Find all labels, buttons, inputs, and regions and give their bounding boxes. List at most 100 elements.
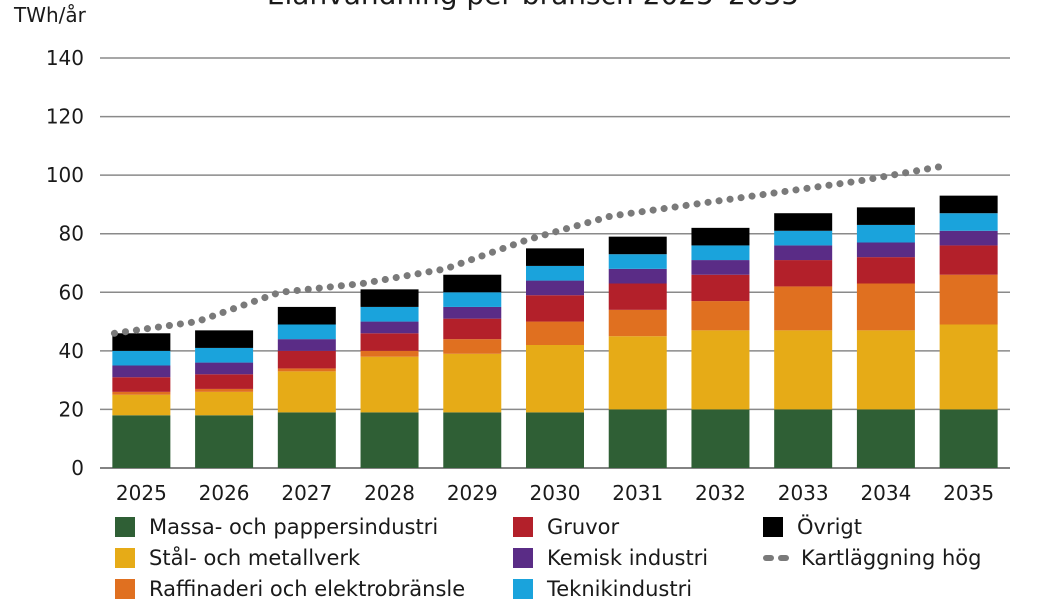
bar-segment	[112, 395, 170, 416]
bar-segment	[195, 392, 253, 415]
bar-segment	[278, 371, 336, 412]
bar-segment	[195, 374, 253, 389]
bar-segment	[526, 412, 584, 468]
bar-segment	[278, 307, 336, 325]
bar-stack	[443, 275, 501, 468]
bar-segment	[278, 339, 336, 351]
x-tick-label: 2028	[364, 481, 415, 505]
bar-segment	[112, 415, 170, 468]
y-axis-ticks: 0 20 40 60 80 100 120 140	[46, 46, 84, 480]
bar-segment	[361, 351, 419, 357]
bar-segment	[857, 225, 915, 243]
bar-segment	[361, 307, 419, 322]
y-tick-label: 100	[46, 163, 84, 187]
x-tick-label: 2026	[199, 481, 250, 505]
bar-segment	[857, 284, 915, 331]
bar-segment	[691, 409, 749, 468]
bar-stack	[195, 330, 253, 468]
bar-segment	[195, 415, 253, 468]
bar-segment	[609, 269, 667, 284]
bar-segment	[691, 245, 749, 260]
bar-stack	[609, 237, 667, 468]
bar-segment	[112, 333, 170, 351]
bar-segment	[857, 409, 915, 468]
bar-segment	[691, 301, 749, 330]
bar-segment	[278, 368, 336, 371]
bar-segment	[940, 213, 998, 231]
y-tick-label: 40	[59, 339, 84, 363]
x-tick-label: 2030	[530, 481, 581, 505]
x-tick-label: 2034	[860, 481, 911, 505]
x-tick-label: 2027	[281, 481, 332, 505]
chart-title: Elanvändning per bransch 2025–2035	[267, 0, 799, 11]
bar-segment	[361, 322, 419, 334]
bar-segment	[774, 330, 832, 409]
bar-segment	[443, 319, 501, 340]
bar-stack	[940, 196, 998, 468]
bar-segment	[691, 330, 749, 409]
bar-segment	[278, 412, 336, 468]
bar-stack	[526, 248, 584, 468]
bar-segment	[691, 228, 749, 246]
bar-segment	[195, 363, 253, 375]
y-tick-label: 60	[59, 280, 84, 304]
bar-stack	[278, 307, 336, 468]
bar-segment	[774, 231, 832, 246]
y-axis-unit: TWh/år	[13, 3, 87, 27]
y-tick-label: 20	[59, 397, 84, 421]
y-tick-label: 80	[59, 222, 84, 246]
bar-segment	[857, 330, 915, 409]
bar-segment	[526, 248, 584, 266]
bar-segment	[526, 322, 584, 345]
bar-segment	[195, 389, 253, 392]
bar-stack	[774, 213, 832, 468]
bar-stack	[857, 207, 915, 468]
x-tick-label: 2033	[778, 481, 829, 505]
bar-segment	[443, 275, 501, 293]
bar-segment	[609, 254, 667, 269]
bar-segment	[940, 196, 998, 214]
bar-segment	[112, 351, 170, 366]
y-tick-label: 120	[46, 105, 84, 129]
bar-stack	[112, 333, 170, 468]
bar-segment	[361, 333, 419, 351]
bar-segment	[278, 325, 336, 340]
bar-segment	[443, 412, 501, 468]
y-tick-label: 0	[71, 456, 84, 480]
bar-segment	[112, 392, 170, 395]
y-tick-label: 140	[46, 46, 84, 70]
bar-segment	[691, 260, 749, 275]
bar-segment	[526, 281, 584, 296]
bar-segment	[278, 351, 336, 369]
bar-segment	[443, 307, 501, 319]
bar-stack	[361, 289, 419, 468]
x-tick-label: 2035	[943, 481, 994, 505]
bar-segment	[940, 275, 998, 325]
x-tick-label: 2025	[116, 481, 167, 505]
bar-segment	[609, 284, 667, 310]
bar-segment	[112, 377, 170, 392]
x-tick-label: 2031	[612, 481, 663, 505]
bar-segment	[609, 237, 667, 255]
bar-segment	[774, 213, 832, 231]
bar-stack	[691, 228, 749, 468]
bar-segment	[443, 339, 501, 354]
bar-segment	[609, 336, 667, 409]
bar-segment	[195, 348, 253, 363]
bar-segment	[940, 409, 998, 468]
bar-segment	[609, 310, 667, 336]
bar-segment	[940, 231, 998, 246]
bar-segment	[526, 345, 584, 412]
bar-segment	[857, 207, 915, 225]
bar-segment	[774, 409, 832, 468]
bar-segment	[691, 275, 749, 301]
bar-segment	[774, 260, 832, 286]
bar-segment	[609, 409, 667, 468]
bar-segment	[361, 357, 419, 413]
bars	[112, 196, 997, 468]
bar-segment	[526, 295, 584, 321]
bar-segment	[443, 354, 501, 413]
bar-segment	[774, 245, 832, 260]
